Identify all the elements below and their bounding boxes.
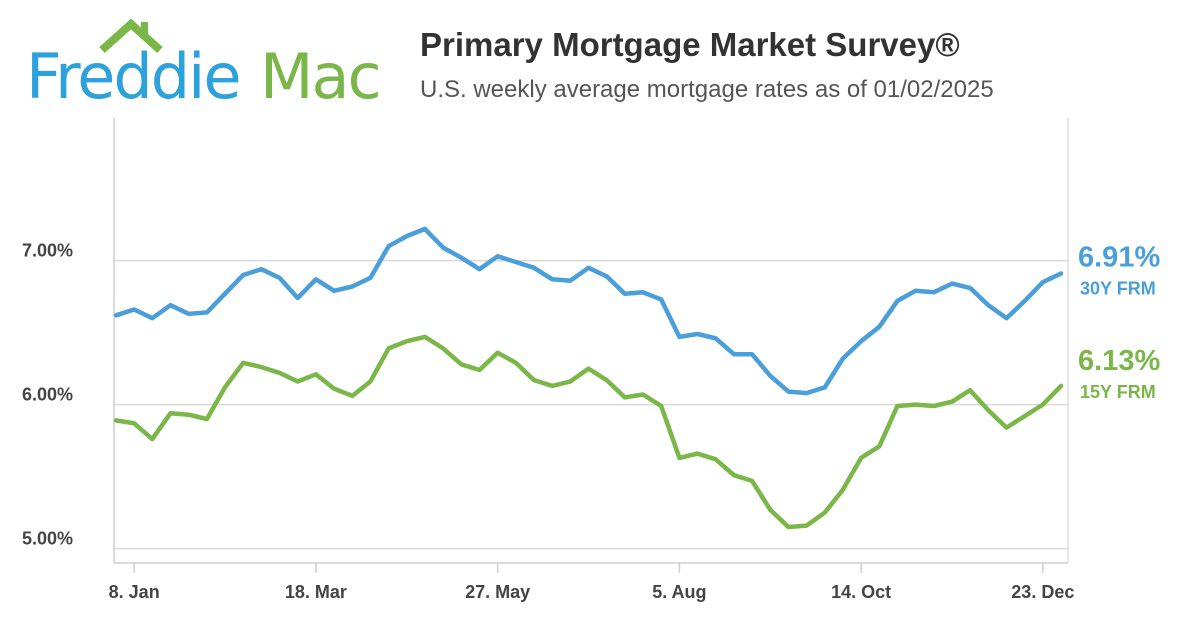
freddie-mac-logo: Freddie Mac — [26, 18, 382, 113]
y-tick-label: 5.00% — [22, 529, 73, 549]
end-value-label: 6.13% — [1078, 345, 1160, 377]
logo-text-mac: Mac — [260, 40, 380, 113]
series-name-label: 30Y FRM — [1080, 279, 1156, 299]
x-tick-label: 8. Jan — [109, 582, 160, 602]
end-value-label: 6.91% — [1078, 242, 1160, 274]
x-tick-label: 5. Aug — [652, 582, 706, 602]
x-tick-label: 18. Mar — [285, 582, 347, 602]
house-roof-icon — [99, 18, 163, 53]
x-tick-label: 23. Dec — [1011, 582, 1074, 602]
chart-subtitle: U.S. weekly average mortgage rates as of… — [420, 76, 994, 103]
series-line-15y-frm — [113, 334, 1064, 530]
series-line-30y-frm — [113, 226, 1064, 396]
y-tick-label: 6.00% — [22, 385, 73, 405]
x-tick-label: 27. May — [465, 582, 530, 602]
chart-title: Primary Mortgage Market Survey® — [420, 26, 960, 63]
y-tick-label: 7.00% — [22, 241, 73, 261]
x-tick-label: 14. Oct — [831, 582, 891, 602]
series-name-label: 15Y FRM — [1080, 382, 1156, 402]
logo-text-freddie: Freddie — [26, 40, 240, 113]
house-chimney-icon — [141, 22, 148, 37]
